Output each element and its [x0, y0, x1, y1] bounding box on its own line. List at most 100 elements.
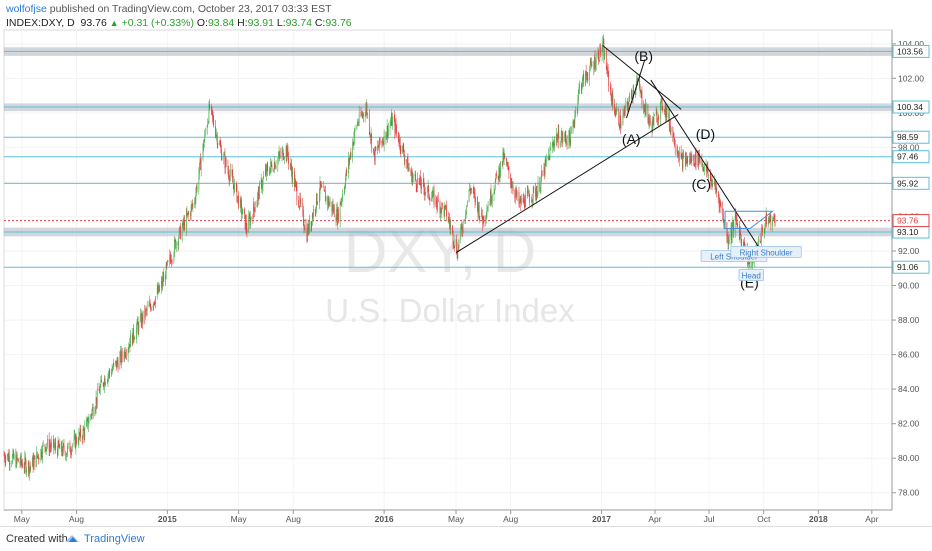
candle-body — [507, 164, 509, 167]
candle-body — [299, 197, 301, 207]
candle-body — [73, 436, 75, 445]
candle-body — [113, 363, 115, 365]
candle-body — [554, 139, 555, 147]
tradingview-logo-icon — [65, 535, 79, 542]
candle-body — [447, 216, 449, 222]
candle-body — [537, 182, 539, 193]
candle-body — [324, 191, 326, 202]
candle-body — [271, 165, 273, 171]
candle-body — [536, 192, 538, 199]
candle-body — [623, 112, 624, 115]
candle-body — [720, 203, 722, 209]
candle-body — [20, 455, 22, 463]
candle-body — [153, 302, 155, 307]
candle-body — [329, 201, 331, 204]
candle-body — [150, 307, 152, 311]
y-tick-label: 82.00 — [898, 419, 920, 429]
candle-body — [127, 348, 129, 356]
candle-body — [284, 157, 285, 159]
candle-body — [482, 219, 484, 225]
candle-body — [503, 154, 505, 161]
candle-body — [254, 207, 256, 212]
candle-body — [606, 69, 608, 74]
candle-body — [420, 176, 421, 186]
candle-body — [677, 154, 679, 155]
candle-body — [661, 98, 663, 110]
candle-body — [366, 104, 368, 115]
level-price-box — [892, 176, 930, 190]
candle-body — [698, 154, 700, 166]
candle-body — [386, 135, 387, 140]
candle-body — [681, 155, 683, 157]
candle-body — [166, 263, 168, 265]
candle-body — [761, 227, 763, 230]
candle-body — [111, 372, 112, 374]
candle-body — [37, 455, 39, 457]
candle-body — [730, 227, 732, 240]
candle-body — [120, 351, 122, 363]
candle-body — [358, 122, 359, 124]
candle-body — [419, 176, 421, 183]
candle-body — [221, 148, 222, 160]
candle-body — [291, 164, 292, 172]
candle-body — [390, 115, 392, 124]
candle-body — [75, 437, 77, 448]
candle-body — [766, 213, 768, 225]
candle-body — [578, 87, 580, 91]
candle-body — [655, 111, 657, 115]
candle-body — [381, 140, 383, 144]
candle-body — [573, 121, 574, 124]
candle-body — [237, 195, 239, 197]
candle-body — [250, 217, 251, 226]
candle-body — [465, 212, 467, 216]
open-label: O: — [196, 17, 208, 29]
candle-body — [4, 454, 5, 460]
pattern-label: Right Shoulder — [740, 248, 793, 257]
candle-body — [232, 182, 234, 185]
candle-body — [590, 61, 592, 63]
candle-body — [125, 355, 127, 357]
tradingview-link[interactable]: TradingView — [84, 533, 145, 545]
level-price-box — [892, 150, 930, 164]
candle-body — [76, 437, 77, 444]
candle-body — [313, 209, 314, 218]
candle-body — [112, 363, 114, 369]
author-link[interactable]: wolfofjse — [6, 3, 47, 15]
candle-body — [737, 223, 738, 226]
candle-body — [400, 148, 402, 152]
candle-body — [633, 90, 634, 95]
candle-body — [174, 239, 175, 254]
candle-body — [342, 194, 343, 200]
candle-body — [516, 192, 518, 197]
candle-body — [551, 145, 553, 148]
candle-body — [234, 183, 235, 193]
candle-body — [374, 151, 375, 161]
candle-body — [759, 239, 761, 243]
candle-body — [356, 125, 358, 129]
candle-body — [735, 214, 737, 218]
candle-body — [707, 167, 709, 176]
candle-body — [206, 126, 208, 133]
candle-body — [83, 428, 84, 431]
candle-body — [415, 180, 417, 187]
candle-body — [560, 137, 562, 145]
candle-body — [87, 418, 89, 427]
candle-body — [458, 239, 460, 248]
pattern-label-box — [730, 245, 802, 258]
candle-body — [406, 159, 408, 163]
candle-body — [149, 302, 150, 305]
candle-body — [662, 109, 664, 110]
candle-body — [180, 226, 181, 239]
candle-body — [550, 147, 551, 150]
candle-body — [368, 113, 370, 133]
candle-body — [278, 156, 279, 159]
candle-body — [548, 154, 550, 160]
candle-body — [706, 167, 708, 172]
candle-body — [765, 222, 766, 227]
candle-body — [257, 189, 259, 194]
candle-body — [615, 113, 617, 115]
candle-body — [171, 260, 172, 264]
candle-body — [33, 459, 35, 468]
candle-body — [611, 95, 612, 105]
candle-body — [200, 158, 201, 171]
